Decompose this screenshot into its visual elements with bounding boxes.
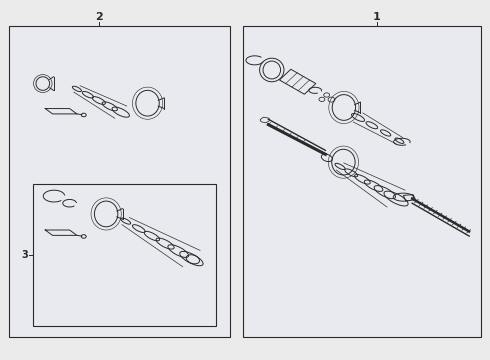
Text: 1: 1 — [373, 13, 380, 22]
Bar — [9, 26, 230, 337]
Bar — [243, 26, 481, 337]
Text: 2: 2 — [95, 13, 103, 22]
Text: 3: 3 — [22, 250, 28, 260]
Bar — [33, 184, 216, 327]
